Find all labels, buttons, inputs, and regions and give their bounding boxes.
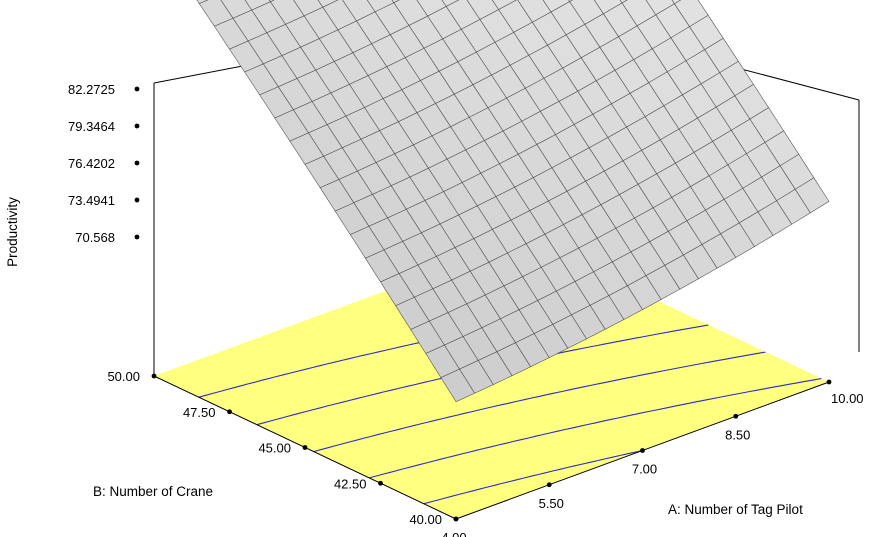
- a-tick-label: 5.50: [539, 496, 564, 511]
- z-tick-mark: [134, 160, 140, 166]
- z-tick-label: 76.4202: [68, 156, 115, 171]
- a-tick-label: 4.00: [441, 530, 466, 537]
- b-tick-label: 50.00: [107, 369, 140, 384]
- x-axis-title: A: Number of Tag Pilot: [668, 502, 803, 517]
- z-tick-mark: [134, 86, 140, 92]
- a-tick-mark: [640, 448, 645, 453]
- z-tick-mark: [134, 123, 140, 129]
- b-tick-mark: [378, 480, 383, 486]
- b-tick-mark: [151, 373, 157, 379]
- z-tick-label: 70.568: [75, 230, 115, 245]
- z-tick-mark: [134, 197, 140, 203]
- surface-cell: [440, 368, 475, 403]
- a-tick-mark: [733, 413, 739, 419]
- a-tick-label: 7.00: [632, 462, 657, 477]
- z-tick-mark: [134, 234, 140, 240]
- b-tick-mark: [302, 445, 308, 450]
- contour-line-2: [313, 351, 766, 453]
- a-tick-mark: [826, 379, 832, 385]
- b-tick-label: 40.00: [409, 512, 442, 527]
- a-tick-mark: [453, 516, 459, 522]
- z-tick-label: 73.4941: [68, 193, 115, 208]
- z-axis-title: Productivity: [5, 197, 20, 267]
- b-tick-label: 42.50: [334, 476, 367, 491]
- b-tick-mark: [227, 409, 232, 415]
- z-tick-label: 82.2725: [68, 82, 115, 97]
- a-tick-mark: [546, 482, 552, 488]
- a-tick-label: 10.00: [831, 391, 864, 406]
- contour-line-1: [369, 377, 822, 479]
- b-tick-label: 47.50: [183, 405, 216, 420]
- y-axis-title: B: Number of Crane: [93, 484, 213, 499]
- a-tick-label: 8.50: [725, 427, 750, 442]
- contour-line-0: [423, 449, 643, 505]
- b-tick-label: 45.00: [258, 441, 291, 456]
- z-tick-label: 79.3464: [68, 119, 115, 134]
